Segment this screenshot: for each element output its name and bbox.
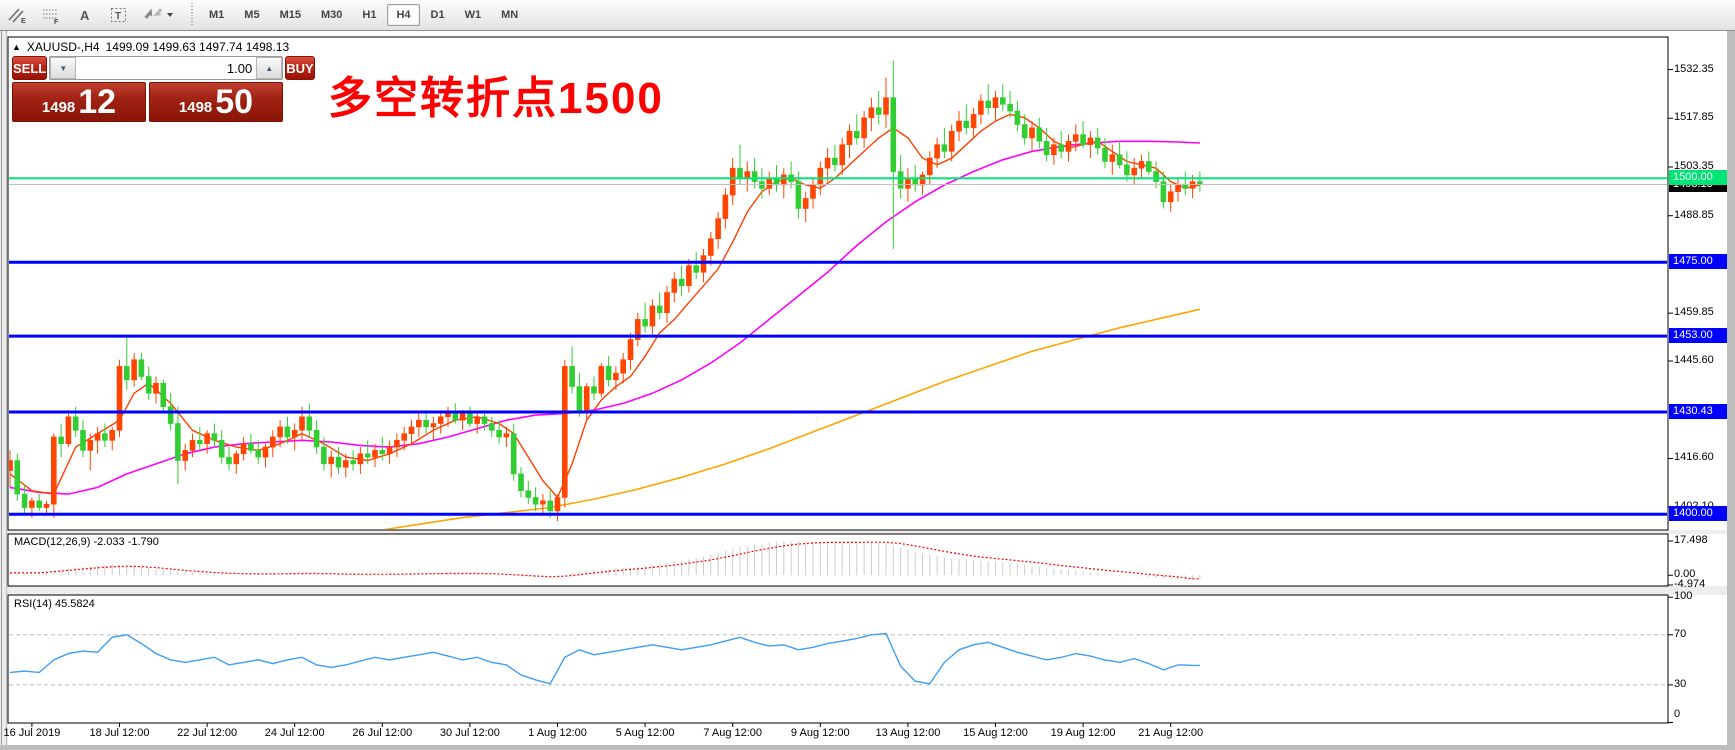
time-axis-label: 19 Aug 12:00 xyxy=(1050,727,1116,739)
price-tag-1475.00: 1475.00 xyxy=(1669,254,1727,270)
volume-decrement-button[interactable]: ▼ xyxy=(50,57,77,79)
timeframe-button-M30[interactable]: M30 xyxy=(320,9,343,21)
sell-price-big: 12 xyxy=(78,83,117,121)
time-axis-label: 9 Aug 12:00 xyxy=(790,727,850,739)
timeframe-button-M5[interactable]: M5 xyxy=(244,9,260,21)
sell-button[interactable]: SELL xyxy=(12,56,48,80)
time-axis-label: 7 Aug 12:00 xyxy=(703,727,763,739)
time-axis-label: 21 Aug 12:00 xyxy=(1138,727,1204,739)
fibonacci-retracement-icon[interactable]: F xyxy=(36,3,66,27)
price-axis-tick: 1517.85 xyxy=(1674,111,1714,124)
time-axis-label: 24 Jul 12:00 xyxy=(264,727,325,739)
macd-axis-tick: 0.00 xyxy=(1674,568,1696,581)
toolbar-separator xyxy=(188,3,195,27)
chart-title-bar: ▲ XAUUSD-,H4 1499.09 1499.63 1497.74 149… xyxy=(12,40,289,54)
price-axis-tick: 1503.35 xyxy=(1674,160,1714,172)
volume-input[interactable] xyxy=(76,57,257,79)
chart-text-annotation[interactable]: 多空转折点1500 xyxy=(328,74,664,123)
price-axis-tick: 1532.35 xyxy=(1674,62,1714,75)
time-axis-label: 16 Jul 2019 xyxy=(3,727,61,739)
timeframe-button-MN[interactable]: MN xyxy=(501,9,519,21)
svg-text:E: E xyxy=(21,18,26,24)
time-axis-label: 30 Jul 12:00 xyxy=(439,727,500,739)
macd-axis-tick: 17.498 xyxy=(1674,533,1708,546)
buy-button[interactable]: BUY xyxy=(285,56,315,80)
timeframe-button-H1[interactable]: H1 xyxy=(362,9,377,21)
svg-text:F: F xyxy=(54,19,59,24)
timeframe-button-M1[interactable]: M1 xyxy=(209,9,225,21)
volume-spinner: ▼ ▲ xyxy=(49,56,284,80)
arrows-icon[interactable] xyxy=(138,3,178,27)
buy-price-big: 50 xyxy=(215,83,254,121)
price-axis-tick: 1459.85 xyxy=(1674,306,1714,319)
buy-price-display[interactable]: 1498 50 xyxy=(149,82,283,122)
equidistant-channel-icon[interactable]: E xyxy=(2,3,32,27)
chart-plot-area[interactable] xyxy=(0,31,1735,750)
rsi-indicator-label: RSI(14) 45.5824 xyxy=(14,598,95,610)
rsi-axis-tick: 70 xyxy=(1674,627,1687,640)
svg-text:T: T xyxy=(115,11,121,22)
macd-indicator-label: MACD(12,26,9) -2.033 -1.790 xyxy=(14,536,159,548)
time-axis-label: 1 Aug 12:00 xyxy=(528,727,587,739)
time-axis-label: 18 Jul 12:00 xyxy=(89,727,150,739)
sell-price-display[interactable]: 1498 12 xyxy=(12,82,146,122)
price-axis-tick: 1445.60 xyxy=(1674,354,1714,367)
time-axis-label: 13 Aug 12:00 xyxy=(875,727,941,739)
one-click-trading-panel: SELL ▼ ▲ BUY 1498 12 1498 50 xyxy=(12,56,315,122)
timeframe-button-D1[interactable]: D1 xyxy=(430,9,445,21)
time-axis-label: 22 Jul 12:00 xyxy=(177,727,238,739)
price-tag-1500.00: 1500.00 xyxy=(1669,170,1727,186)
price-axis-tick: 1416.60 xyxy=(1674,451,1714,464)
price-axis-tick: 1488.85 xyxy=(1674,208,1714,221)
sell-price-small: 1498 xyxy=(41,99,76,116)
timeframe-group: M1 M5 M15 M30 H1 H4 D1 W1 MN xyxy=(199,4,528,26)
price-tag-1453.00: 1453.00 xyxy=(1669,328,1727,344)
timeframe-button-H4[interactable]: H4 xyxy=(387,4,420,26)
timeframe-button-M15[interactable]: M15 xyxy=(279,9,301,21)
svg-text:A: A xyxy=(80,8,90,23)
macd-axis-tick: -4.974 xyxy=(1674,578,1706,590)
volume-increment-button[interactable]: ▲ xyxy=(256,57,283,79)
time-axis-label: 5 Aug 12:00 xyxy=(615,727,675,739)
rsi-axis-tick: 100 xyxy=(1674,590,1693,603)
timeframe-button-W1[interactable]: W1 xyxy=(464,9,482,21)
time-axis-label: 26 Jul 12:00 xyxy=(352,727,413,739)
one-click-collapse-icon[interactable]: ▲ xyxy=(12,42,21,52)
text-label-icon[interactable]: T xyxy=(104,3,134,27)
rsi-axis-tick: 0 xyxy=(1674,708,1681,720)
chart-ohlc-values: 1499.09 1499.63 1497.74 1498.13 xyxy=(105,40,290,54)
price-tag-1430.43: 1430.43 xyxy=(1669,404,1727,419)
rsi-axis-tick: 30 xyxy=(1674,677,1687,690)
price-tag-1400.00: 1400.00 xyxy=(1669,506,1727,522)
time-axis-label: 15 Aug 12:00 xyxy=(963,727,1028,739)
buy-price-small: 1498 xyxy=(178,99,213,116)
toolbar: E F A T xyxy=(0,0,1735,31)
chart-symbol-title: XAUUSD-,H4 xyxy=(26,40,100,54)
text-icon[interactable]: A xyxy=(70,3,100,27)
